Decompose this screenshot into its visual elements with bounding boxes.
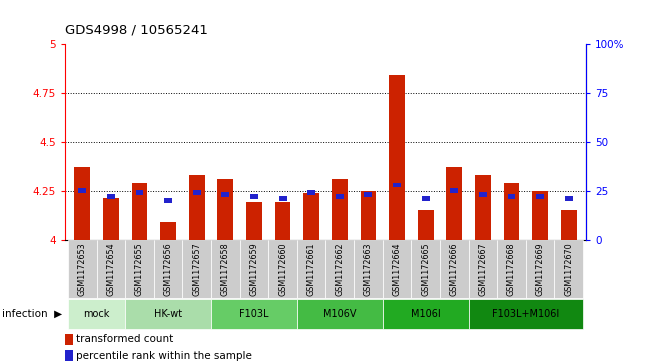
Bar — [74, 167, 90, 240]
Bar — [336, 194, 344, 199]
FancyBboxPatch shape — [211, 240, 240, 298]
Bar — [135, 190, 143, 195]
Bar — [103, 199, 118, 240]
Bar — [508, 194, 516, 199]
Text: GSM1172658: GSM1172658 — [221, 242, 230, 296]
Bar — [393, 183, 401, 187]
Bar — [332, 179, 348, 240]
Text: infection  ▶: infection ▶ — [2, 309, 62, 319]
Text: F103L: F103L — [239, 309, 269, 319]
Bar — [65, 350, 74, 362]
Text: GSM1172666: GSM1172666 — [450, 242, 459, 296]
Text: percentile rank within the sample: percentile rank within the sample — [77, 351, 253, 361]
Bar — [536, 194, 544, 199]
Bar — [533, 191, 548, 240]
FancyBboxPatch shape — [240, 240, 268, 298]
Text: GSM1172662: GSM1172662 — [335, 242, 344, 296]
Text: M106V: M106V — [323, 309, 357, 319]
Text: GSM1172661: GSM1172661 — [307, 242, 316, 296]
Bar — [479, 192, 487, 197]
Bar — [389, 75, 405, 240]
Text: F103L+M106I: F103L+M106I — [492, 309, 559, 319]
Bar — [447, 167, 462, 240]
Text: GSM1172670: GSM1172670 — [564, 242, 574, 296]
FancyBboxPatch shape — [68, 299, 125, 329]
Bar — [189, 175, 204, 240]
Bar — [365, 192, 372, 197]
Bar — [275, 202, 290, 240]
FancyBboxPatch shape — [297, 299, 383, 329]
Bar — [217, 179, 233, 240]
Text: GSM1172669: GSM1172669 — [536, 242, 545, 296]
FancyBboxPatch shape — [411, 240, 440, 298]
Bar — [107, 194, 115, 199]
FancyBboxPatch shape — [125, 240, 154, 298]
Text: GSM1172664: GSM1172664 — [393, 242, 402, 296]
Bar — [221, 192, 229, 197]
Bar — [250, 194, 258, 199]
Text: GSM1172656: GSM1172656 — [163, 242, 173, 296]
Text: GSM1172657: GSM1172657 — [192, 242, 201, 296]
Text: GSM1172663: GSM1172663 — [364, 242, 373, 296]
Bar — [561, 210, 577, 240]
FancyBboxPatch shape — [211, 299, 297, 329]
Text: GSM1172659: GSM1172659 — [249, 242, 258, 296]
Text: M106I: M106I — [411, 309, 441, 319]
FancyBboxPatch shape — [354, 240, 383, 298]
FancyBboxPatch shape — [297, 240, 326, 298]
FancyBboxPatch shape — [182, 240, 211, 298]
FancyBboxPatch shape — [383, 240, 411, 298]
Bar — [422, 196, 430, 201]
Bar — [279, 196, 286, 201]
Text: GSM1172665: GSM1172665 — [421, 242, 430, 296]
Bar — [246, 202, 262, 240]
Bar — [475, 175, 491, 240]
Text: GDS4998 / 10565241: GDS4998 / 10565241 — [65, 23, 208, 36]
FancyBboxPatch shape — [268, 240, 297, 298]
Text: GSM1172660: GSM1172660 — [278, 242, 287, 296]
FancyBboxPatch shape — [526, 240, 555, 298]
Bar — [418, 210, 434, 240]
Bar — [361, 191, 376, 240]
Bar — [132, 183, 147, 240]
FancyBboxPatch shape — [154, 240, 182, 298]
Text: HK-wt: HK-wt — [154, 309, 182, 319]
Text: GSM1172654: GSM1172654 — [106, 242, 115, 296]
Text: GSM1172655: GSM1172655 — [135, 242, 144, 296]
Bar — [78, 188, 86, 193]
FancyBboxPatch shape — [469, 299, 583, 329]
FancyBboxPatch shape — [68, 240, 96, 298]
Text: GSM1172653: GSM1172653 — [77, 242, 87, 296]
FancyBboxPatch shape — [469, 240, 497, 298]
Bar — [450, 188, 458, 193]
FancyBboxPatch shape — [326, 240, 354, 298]
Bar — [193, 190, 201, 195]
Text: mock: mock — [83, 309, 110, 319]
Bar — [504, 183, 519, 240]
Text: GSM1172668: GSM1172668 — [507, 242, 516, 296]
FancyBboxPatch shape — [440, 240, 469, 298]
Bar — [565, 196, 573, 201]
Bar — [164, 198, 172, 203]
FancyBboxPatch shape — [125, 299, 211, 329]
FancyBboxPatch shape — [497, 240, 526, 298]
FancyBboxPatch shape — [96, 240, 125, 298]
Text: transformed count: transformed count — [77, 334, 174, 344]
Bar — [307, 190, 315, 195]
Bar — [65, 334, 74, 345]
FancyBboxPatch shape — [383, 299, 469, 329]
Bar — [160, 222, 176, 240]
Bar — [303, 192, 319, 240]
Text: GSM1172667: GSM1172667 — [478, 242, 488, 296]
FancyBboxPatch shape — [555, 240, 583, 298]
